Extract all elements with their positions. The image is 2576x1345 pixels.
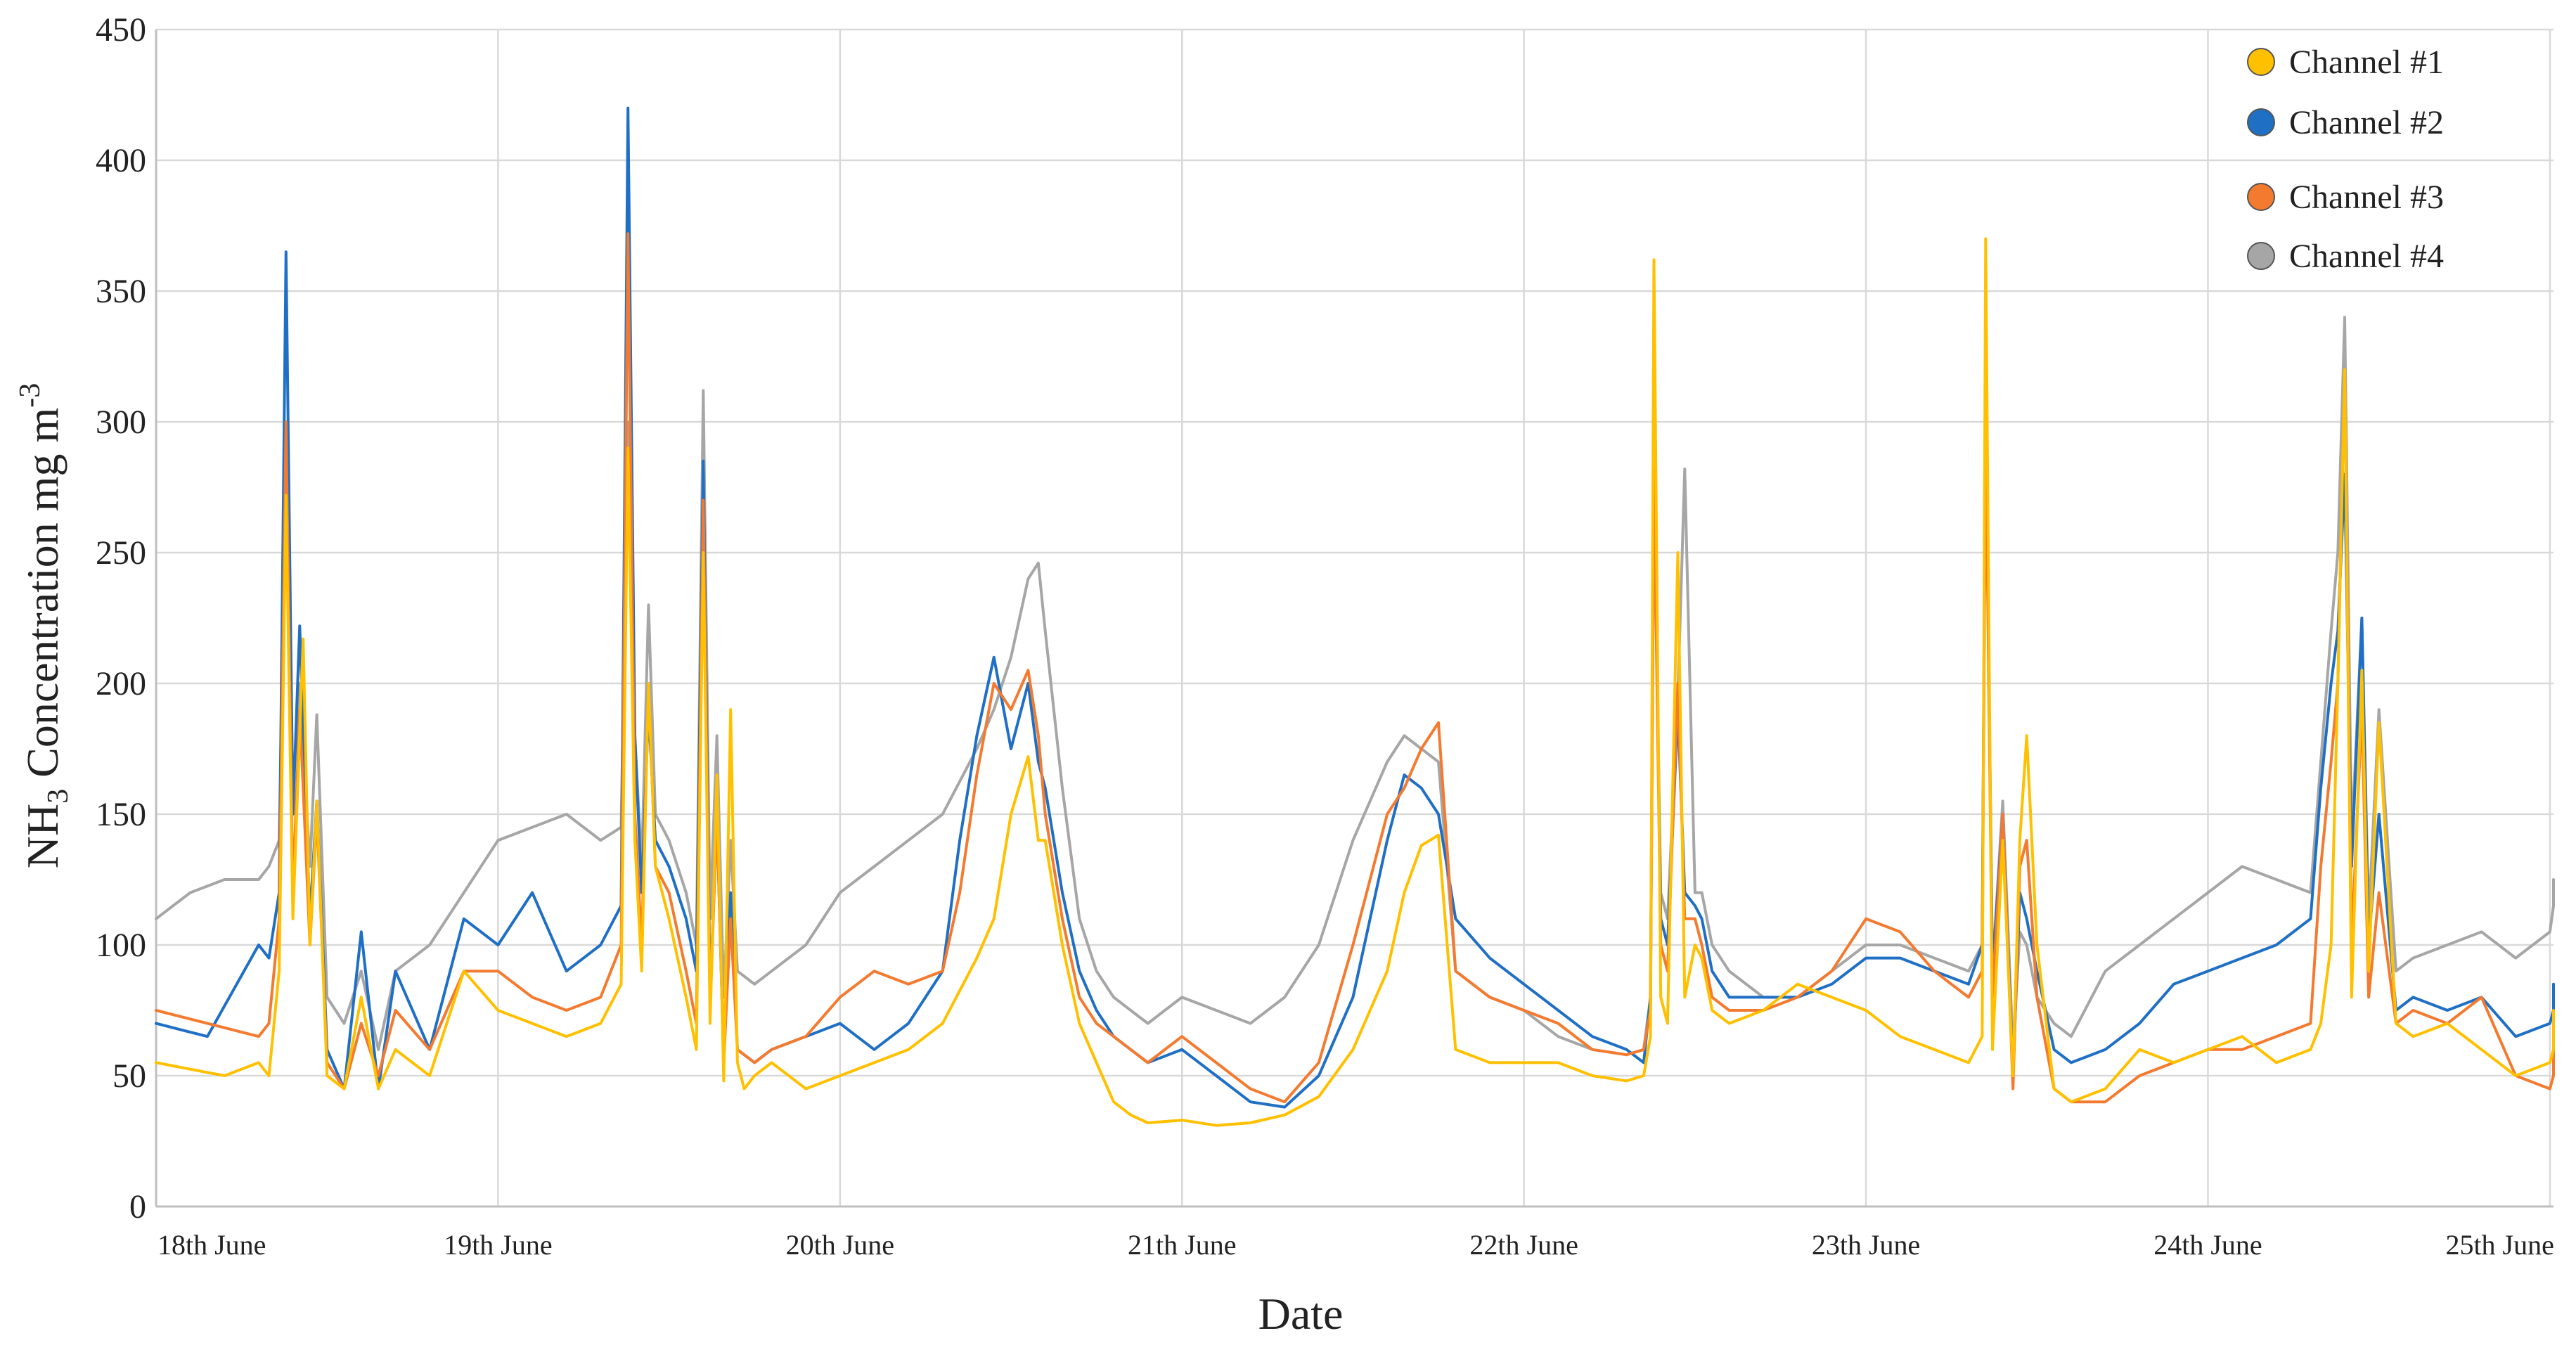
legend-label-channel-2: Channel #2: [2289, 104, 2444, 141]
legend-item-channel-4: Channel #4: [2247, 238, 2444, 275]
legend-label-channel-4: Channel #4: [2289, 238, 2444, 275]
y-axis-title: NH3 Concentration mg m-3: [14, 383, 75, 869]
series-line-channel-3: [155, 232, 2555, 1104]
x-tick-label: 18th June: [157, 1229, 266, 1261]
legend: Channel #1 Channel #2 Channel #3 Channel…: [2247, 44, 2444, 275]
series-layer: [155, 106, 2555, 1127]
y-tick-label: 350: [96, 273, 146, 310]
x-tick-label: 25th June: [2445, 1229, 2554, 1261]
grid-layer: [155, 28, 2554, 1208]
y-axis-title-main: Concentration mg m: [18, 408, 67, 789]
legend-marker-channel-1: [2247, 48, 2275, 76]
y-tick-label: 150: [96, 796, 146, 833]
y-tick-label: 450: [96, 11, 146, 49]
x-tick-label: 21th June: [1128, 1229, 1236, 1261]
x-axis-title: Date: [1258, 1289, 1344, 1339]
x-tick-label: 22th June: [1469, 1229, 1578, 1261]
x-tick-label: 23th June: [1812, 1229, 1920, 1261]
y-axis-title-subscript: 3: [42, 789, 75, 804]
legend-label-channel-3: Channel #3: [2289, 179, 2444, 216]
x-tick-label: 24th June: [2153, 1229, 2262, 1261]
y-tick-label: 50: [112, 1057, 146, 1095]
y-axis-title-prefix: NH: [18, 804, 67, 868]
series-line-channel-2: [155, 106, 2555, 1109]
y-tick-label: 200: [96, 665, 146, 702]
legend-item-channel-3: Channel #3: [2247, 179, 2444, 216]
y-axis-title-superscript: -3: [14, 383, 46, 408]
series-line-channel-4: [155, 316, 2555, 1057]
y-tick-label: 250: [96, 534, 146, 572]
legend-label-channel-1: Channel #1: [2289, 44, 2444, 81]
legend-marker-channel-3: [2247, 183, 2275, 211]
legend-marker-channel-2: [2247, 108, 2275, 136]
y-tick-label: 300: [96, 404, 146, 441]
series-line-channel-1: [155, 237, 2555, 1127]
x-tick-label: 19th June: [444, 1229, 552, 1261]
legend-marker-channel-4: [2247, 242, 2275, 270]
y-tick-label: 0: [129, 1188, 146, 1225]
tick-layer: 0 50 100 150 200 250 300 350 400 450 18th June 19th…: [96, 11, 2554, 1261]
y-tick-label: 100: [96, 927, 146, 964]
x-tick-label: 20th June: [786, 1229, 894, 1261]
y-tick-label: 400: [96, 142, 146, 179]
legend-item-channel-1: Channel #1: [2247, 44, 2444, 81]
legend-item-channel-2: Channel #2: [2247, 104, 2444, 141]
